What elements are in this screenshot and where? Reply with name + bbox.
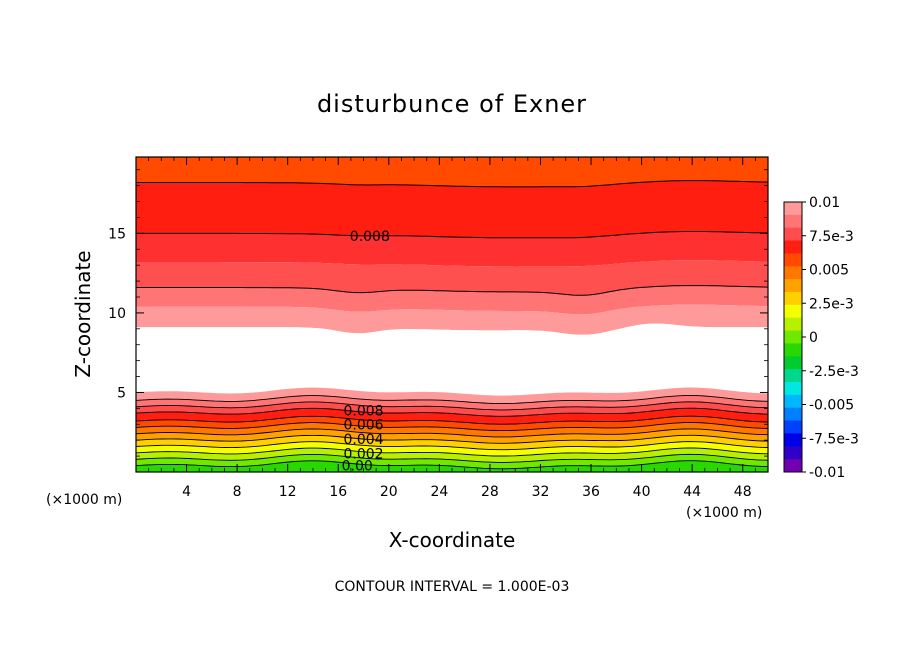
contour-band-lower <box>136 435 768 450</box>
contour-band-blank <box>136 323 768 396</box>
contour-interval-footer: CONTOUR INTERVAL = 1.000E-03 <box>335 579 570 595</box>
contour-label: 0.00 <box>342 459 373 475</box>
colorbar-swatch <box>784 394 802 409</box>
contour-line <box>136 441 768 451</box>
contour-label: 0.002 <box>343 446 383 462</box>
x-tick-label: 8 <box>233 484 242 500</box>
x-tick-label: 16 <box>329 484 347 500</box>
y-tick-label: 15 <box>108 226 126 242</box>
x-tick-label: 36 <box>582 484 600 500</box>
contour-band-upper <box>136 180 768 238</box>
x-tick-label: 28 <box>481 484 499 500</box>
plot-area <box>136 157 768 472</box>
x-tick-label: 12 <box>279 484 297 500</box>
contour-band-upper <box>136 260 768 296</box>
colorbar-swatch <box>784 292 802 306</box>
colorbar-tick-label: 0 <box>809 330 818 346</box>
colorbar-swatch <box>784 382 802 396</box>
contour-band-upper <box>136 231 768 267</box>
contour-line <box>136 415 768 425</box>
contour-line <box>136 447 768 457</box>
contour-line <box>136 422 768 432</box>
contour-line <box>136 285 768 296</box>
contour-line <box>136 460 768 470</box>
colorbar-swatch <box>784 227 802 242</box>
colorbar-swatch <box>784 343 802 357</box>
x-unit-label: (×1000 m) <box>686 505 762 521</box>
contour-band-lower <box>136 428 768 444</box>
y-unit-label: (×1000 m) <box>46 492 122 508</box>
contour-band-lower <box>136 441 768 456</box>
colorbar-swatch <box>784 459 802 473</box>
contour-band-upper <box>136 285 768 315</box>
colorbar-swatch <box>784 407 802 422</box>
x-tick-label: 32 <box>532 484 550 500</box>
colorbar-tick-label: -2.5e-3 <box>809 364 859 380</box>
colorbar-tick-label: -0.005 <box>809 398 854 414</box>
contour-label: 0.006 <box>343 418 383 434</box>
x-tick-label: 20 <box>380 484 398 500</box>
colorbar-tick-label: 2.5e-3 <box>809 296 854 312</box>
contour-line <box>136 401 768 411</box>
y-axis: 5 10 15 <box>108 169 768 457</box>
colorbar-tick-label: 7.5e-3 <box>809 229 854 245</box>
contour-label: 0.008 <box>350 229 390 245</box>
colorbar-swatch <box>784 304 802 319</box>
contour-label: 0.008 <box>343 403 383 419</box>
colorbar-swatch <box>784 446 802 460</box>
colorbar-tick-label: -0.01 <box>809 465 845 481</box>
contour-band-lower <box>136 401 768 417</box>
contour-band-lower <box>136 416 768 431</box>
colorbar-swatch <box>784 240 802 254</box>
contour-line <box>136 453 768 463</box>
colorbar-swatch <box>784 356 802 370</box>
colorbar-tick-label: 0.01 <box>809 195 840 211</box>
contour-band-lower <box>136 387 768 404</box>
contour-line <box>136 180 768 188</box>
contour-band-lower <box>136 408 768 425</box>
x-tick-label: 44 <box>683 484 701 500</box>
colorbar-swatch <box>784 279 802 293</box>
x-tick-label: 40 <box>633 484 651 500</box>
contour-line <box>136 428 768 438</box>
colorbar-tick-label: 0.005 <box>809 263 849 279</box>
colorbar-swatch <box>784 420 802 434</box>
contour-band-lower <box>136 395 768 410</box>
colorbar-swatch <box>784 330 802 344</box>
y-tick-label: 10 <box>108 306 126 322</box>
y-axis-title: Z-coordinate <box>71 250 95 377</box>
colorbar-swatch <box>784 369 802 383</box>
colorbar-swatch <box>784 433 802 447</box>
colorbar-swatch <box>784 317 802 332</box>
contour-band-lower <box>136 422 768 437</box>
chart-title: disturbunce of Exner <box>317 90 587 118</box>
y-tick-label: 5 <box>117 385 126 401</box>
contour-line <box>136 395 768 404</box>
colorbar-swatch <box>784 266 802 280</box>
contour-band-lower <box>136 448 768 463</box>
x-tick-label: 24 <box>430 484 448 500</box>
contour-band-upper <box>136 157 768 187</box>
colorbar-swatch <box>784 253 802 267</box>
contour-line <box>136 231 768 239</box>
contour-band-upper <box>136 304 768 335</box>
contour-line <box>136 407 768 417</box>
colorbar-swatch <box>784 202 802 216</box>
contour-line <box>136 434 768 444</box>
colorbar-swatch <box>784 214 802 229</box>
contour-band-lower <box>136 454 768 469</box>
x-tick-label: 48 <box>734 484 752 500</box>
colorbar: 0.01 7.5e-3 0.005 2.5e-3 0 -2.5e-3 -0.005 -7.5e… <box>783 195 859 481</box>
contour-label: 0.004 <box>343 432 383 448</box>
x-axis-title: X-coordinate <box>389 528 516 552</box>
x-axis: 4 8 12 16 20 24 28 32 36 40 44 48 <box>148 157 756 500</box>
colorbar-tick-label: -7.5e-3 <box>809 431 859 447</box>
x-tick-label: 4 <box>182 484 191 500</box>
